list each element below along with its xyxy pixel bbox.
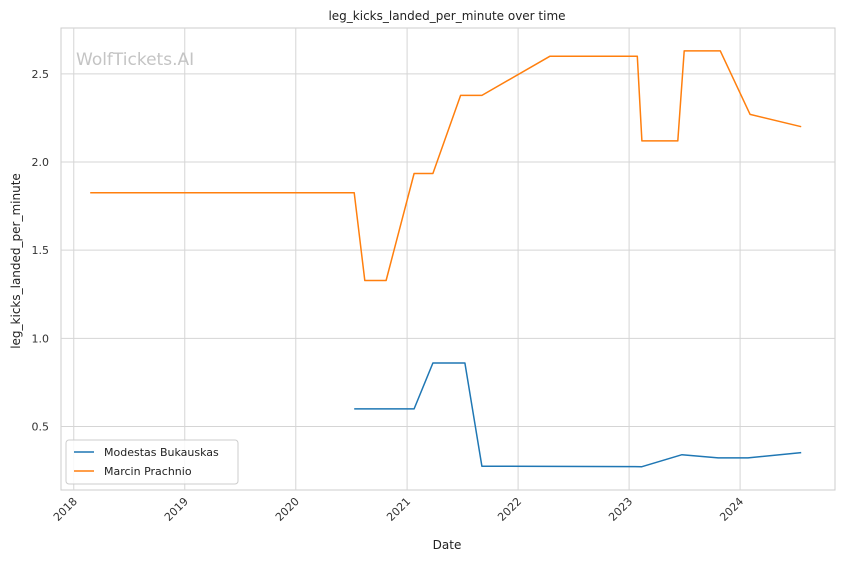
- y-tick-label: 2.0: [32, 156, 50, 169]
- x-tick-label: 2020: [273, 495, 302, 524]
- x-tick-label: 2023: [606, 495, 635, 524]
- x-tick-label: 2018: [51, 495, 80, 524]
- chart-title: leg_kicks_landed_per_minute over time: [328, 9, 565, 23]
- x-axis-title: Date: [433, 538, 462, 552]
- y-tick-label: 2.5: [32, 68, 50, 81]
- legend-label: Modestas Bukauskas: [104, 446, 219, 459]
- watermark-text: WolfTickets.AI: [76, 50, 194, 70]
- x-tick-label: 2021: [384, 495, 413, 524]
- series-layer: [90, 50, 802, 468]
- legend-box: [65, 439, 239, 485]
- legend-label: Marcin Prachnio: [104, 465, 192, 478]
- grid-lines: [61, 28, 835, 490]
- y-tick-label: 0.5: [32, 421, 50, 434]
- plot-area: [60, 27, 836, 491]
- legend: Modestas Bukauskas Marcin Prachnio: [65, 439, 239, 485]
- plot-frame: [60, 27, 836, 491]
- x-axis-ticks: 2018 2019 2020 2021 2022 2023 2024: [51, 495, 746, 524]
- y-tick-label: 1.5: [32, 244, 50, 257]
- x-tick-label: 2022: [495, 495, 524, 524]
- series-line-1: [354, 362, 802, 468]
- y-tick-label: 1.0: [32, 332, 50, 345]
- y-axis-ticks: 0.5 1.0 1.5 2.0 2.5: [32, 68, 50, 434]
- y-axis-title: leg_kicks_landed_per_minute: [9, 173, 23, 349]
- x-tick-label: 2024: [717, 495, 746, 524]
- series-line-2: [90, 50, 802, 282]
- x-tick-label: 2019: [162, 495, 191, 524]
